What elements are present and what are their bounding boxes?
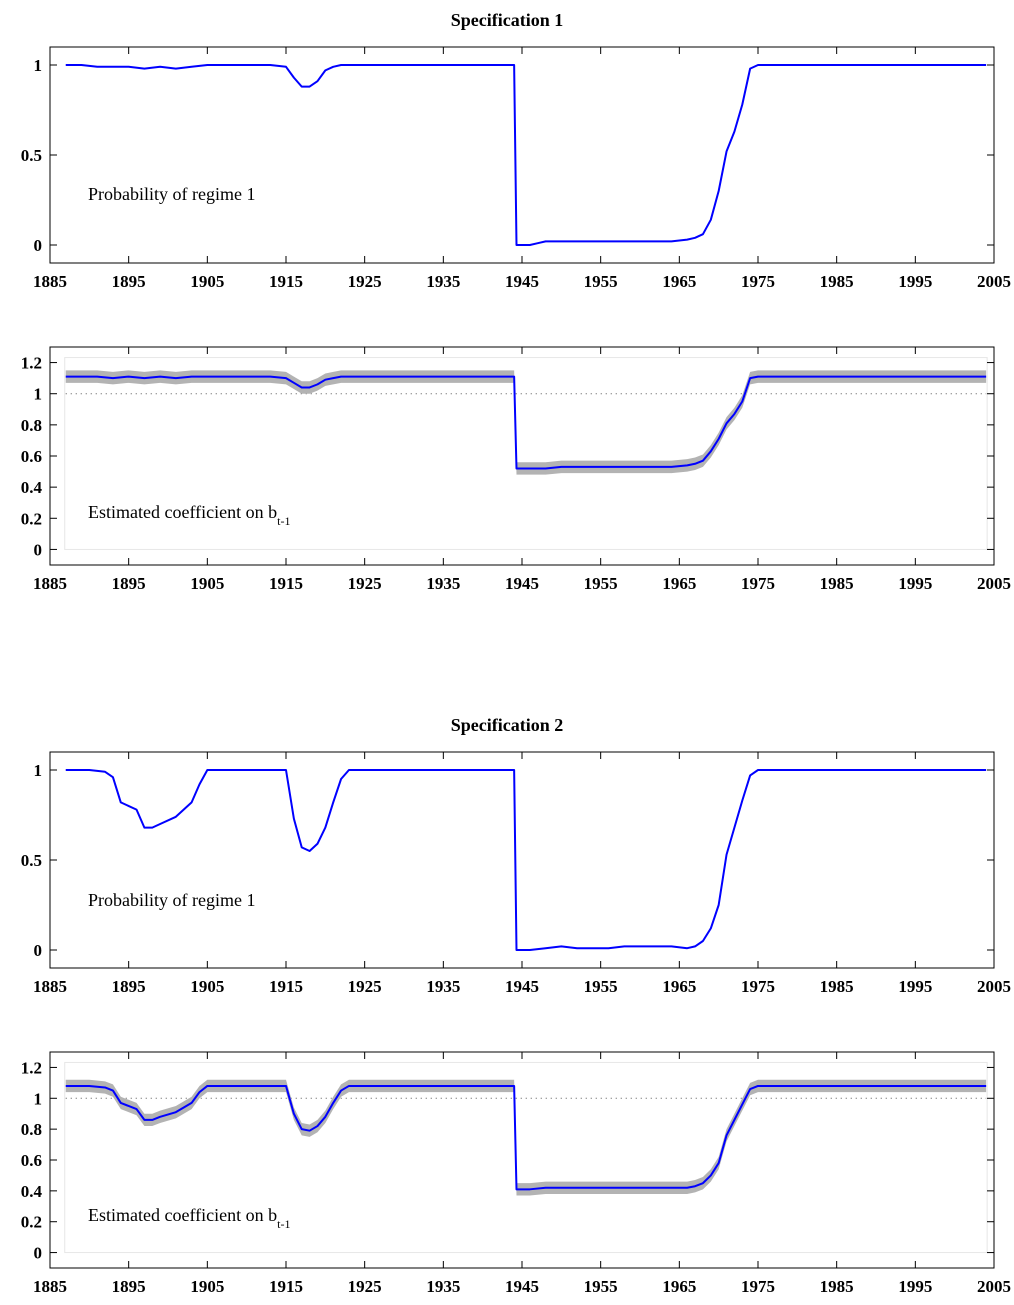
- x-tick-label: 1945: [505, 272, 539, 291]
- x-tick-label: 1975: [741, 1277, 775, 1296]
- x-tick-label: 1995: [898, 272, 932, 291]
- x-tick-label: 1995: [898, 977, 932, 996]
- spec1-coefficient-chart: 1885 1895 1905 1915 1925 1935 1945 1955 1965 1975…: [21, 346, 1011, 593]
- x-tick-label: 1905: [190, 574, 224, 593]
- series-line: [65, 375, 987, 470]
- x-tick-label: 2005: [977, 574, 1011, 593]
- panel-annotation: Probability of regime 1: [88, 890, 255, 910]
- x-tick-label: 1945: [505, 1277, 539, 1296]
- series-line: [65, 1084, 987, 1191]
- x-tick-label: 1895: [112, 272, 146, 291]
- y-tick-label: 1: [34, 56, 43, 75]
- y-tick-label: 1: [34, 761, 43, 780]
- x-tick-label: 1965: [662, 272, 696, 291]
- x-tick-label: 1965: [662, 1277, 696, 1296]
- x-tick-label: 1935: [426, 272, 460, 291]
- x-tick-label: 1925: [348, 574, 382, 593]
- panel-annotation: Estimated coefficient on bt-1: [88, 1205, 290, 1231]
- y-tick-label: 0.4: [21, 478, 43, 497]
- y-tick-label: 0.6: [21, 1151, 42, 1170]
- confidence-band: [65, 1079, 987, 1196]
- x-tick-label: 1925: [348, 977, 382, 996]
- x-tick-label: 1955: [584, 272, 618, 291]
- spec1-probability-chart: 1885 1895 1905 1915 1925 1935 1945 1955 1965 1975…: [21, 46, 1011, 291]
- x-tick-label: 1965: [662, 977, 696, 996]
- x-tick-label: 1955: [584, 977, 618, 996]
- x-tick-label: 1905: [190, 272, 224, 291]
- x-tick-label: 1985: [820, 977, 854, 996]
- y-tick-label: 0.2: [21, 509, 42, 528]
- x-tick-label: 1985: [820, 574, 854, 593]
- x-tick-label: 2005: [977, 977, 1011, 996]
- panel-annotation-subscript: t-1: [277, 514, 290, 528]
- y-tick-label: 0: [34, 941, 43, 960]
- spec2-title: Specification 2: [450, 715, 564, 735]
- y-tick-label: 0: [34, 540, 43, 559]
- x-tick-label: 1895: [112, 1277, 146, 1296]
- x-tick-label: 1995: [898, 574, 932, 593]
- x-tick-label: 1885: [33, 977, 67, 996]
- y-tick-label: 0.6: [21, 447, 42, 466]
- x-tick-label: 1955: [584, 574, 618, 593]
- axes-box: [49, 46, 995, 264]
- y-tick-label: 1.2: [21, 1058, 42, 1077]
- axes-box: [49, 751, 995, 969]
- x-tick-label: 1895: [112, 574, 146, 593]
- y-tick-label: 0.8: [21, 416, 42, 435]
- x-tick-label: 1915: [269, 574, 303, 593]
- x-tick-label: 1905: [190, 977, 224, 996]
- x-tick-label: 1945: [505, 574, 539, 593]
- x-tick-label: 1925: [348, 1277, 382, 1296]
- inner-frame: [64, 1061, 988, 1254]
- series-line: [65, 64, 987, 246]
- y-tick-label: 0.2: [21, 1213, 42, 1232]
- x-tick-label: 1975: [741, 977, 775, 996]
- x-tick-label: 1915: [269, 272, 303, 291]
- x-tick-label: 1935: [426, 977, 460, 996]
- x-tick-label: 1985: [820, 1277, 854, 1296]
- y-tick-label: 1.2: [21, 354, 42, 373]
- x-tick-label: 1895: [112, 977, 146, 996]
- y-tick-label: 0.5: [21, 146, 42, 165]
- panel-annotation: Probability of regime 1: [88, 184, 255, 204]
- x-tick-label: 1915: [269, 977, 303, 996]
- x-tick-label: 2005: [977, 1277, 1011, 1296]
- x-tick-label: 1925: [348, 272, 382, 291]
- y-tick-label: 0.4: [21, 1182, 43, 1201]
- x-tick-label: 2005: [977, 272, 1011, 291]
- x-tick-label: 1995: [898, 1277, 932, 1296]
- y-tick-label: 1: [34, 385, 43, 404]
- series-line: [65, 769, 987, 951]
- y-tick-label: 0: [34, 236, 43, 255]
- x-tick-label: 1885: [33, 272, 67, 291]
- panel-annotation-subscript: t-1: [277, 1217, 290, 1231]
- inner-frame: [64, 357, 988, 550]
- x-tick-label: 1955: [584, 1277, 618, 1296]
- y-tick-label: 0: [34, 1244, 43, 1263]
- x-tick-label: 1885: [33, 574, 67, 593]
- spec2-probability-chart: 1885 1895 1905 1915 1925 1935 1945 1955 1965 1975…: [21, 751, 1011, 996]
- spec2-coefficient-chart: 1885 1895 1905 1915 1925 1935 1945 1955 1965 1975…: [21, 1051, 1011, 1296]
- x-tick-label: 1885: [33, 1277, 67, 1296]
- confidence-band: [65, 370, 987, 475]
- y-tick-label: 1: [34, 1089, 43, 1108]
- x-tick-label: 1935: [426, 574, 460, 593]
- x-tick-label: 1935: [426, 1277, 460, 1296]
- spec1-title: Specification 1: [450, 10, 564, 30]
- x-tick-label: 1985: [820, 272, 854, 291]
- y-tick-label: 0.8: [21, 1120, 42, 1139]
- y-tick-label: 0.5: [21, 851, 42, 870]
- x-tick-label: 1975: [741, 272, 775, 291]
- x-tick-label: 1905: [190, 1277, 224, 1296]
- x-tick-label: 1975: [741, 574, 775, 593]
- x-tick-label: 1915: [269, 1277, 303, 1296]
- x-tick-label: 1965: [662, 574, 696, 593]
- panel-annotation: Estimated coefficient on bt-1: [88, 502, 290, 528]
- x-tick-label: 1945: [505, 977, 539, 996]
